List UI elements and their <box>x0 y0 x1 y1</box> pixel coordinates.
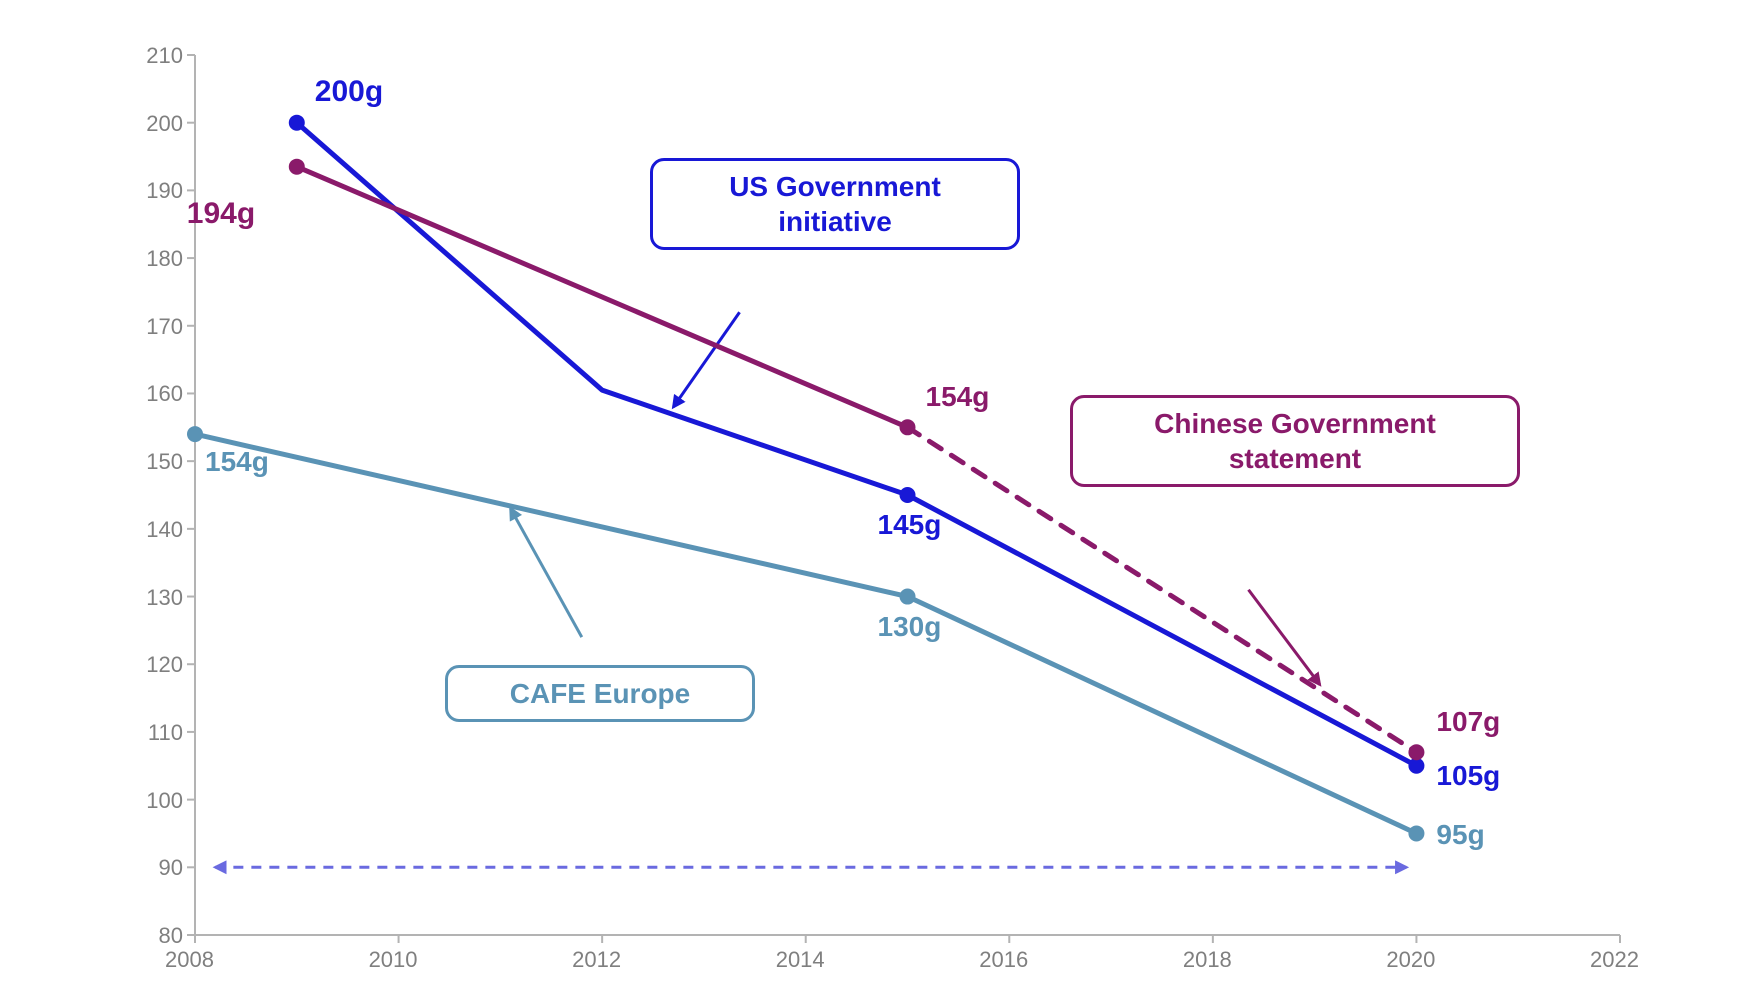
data-point-us <box>900 487 916 503</box>
point-label-us: 105g <box>1436 760 1500 792</box>
callout-us: US Governmentinitiative <box>650 158 1020 250</box>
data-point-cafe <box>1408 825 1424 841</box>
y-tick-label: 110 <box>135 720 183 746</box>
x-tick-label: 2022 <box>1590 947 1639 973</box>
chart-svg <box>0 0 1750 1000</box>
x-tick-label: 2020 <box>1386 947 1435 973</box>
callout-arrow-cafe <box>511 509 582 638</box>
point-label-cafe: 95g <box>1436 819 1484 851</box>
x-tick-label: 2014 <box>776 947 825 973</box>
y-tick-label: 160 <box>135 381 183 407</box>
y-tick-label: 140 <box>135 517 183 543</box>
point-label-china: 107g <box>1436 706 1500 738</box>
data-point-cafe <box>900 589 916 605</box>
y-tick-label: 120 <box>135 652 183 678</box>
data-point-china <box>289 159 305 175</box>
x-tick-label: 2010 <box>369 947 418 973</box>
y-tick-label: 190 <box>135 178 183 204</box>
point-label-china: 194g <box>187 197 255 231</box>
y-tick-label: 180 <box>135 246 183 272</box>
x-tick-label: 2012 <box>572 947 621 973</box>
point-label-china: 154g <box>926 381 990 413</box>
data-point-china <box>900 419 916 435</box>
y-tick-label: 170 <box>135 314 183 340</box>
series-line-cafe <box>195 434 1416 833</box>
y-tick-label: 130 <box>135 585 183 611</box>
x-tick-label: 2018 <box>1183 947 1232 973</box>
data-point-china <box>1408 744 1424 760</box>
callout-china: Chinese Governmentstatement <box>1070 395 1520 487</box>
point-label-us: 200g <box>315 75 383 109</box>
y-tick-label: 150 <box>135 449 183 475</box>
x-tick-label: 2016 <box>979 947 1028 973</box>
callout-arrow-us <box>673 312 739 407</box>
point-label-cafe: 154g <box>205 446 269 478</box>
y-tick-label: 100 <box>135 788 183 814</box>
x-tick-label: 2008 <box>165 947 214 973</box>
emissions-line-chart: 80 90 100 110 120 130 140 150 160 170 180 190 200 210… <box>0 0 1750 1000</box>
data-point-us <box>289 115 305 131</box>
point-label-cafe: 130g <box>878 611 942 643</box>
y-tick-label: 80 <box>135 923 183 949</box>
y-tick-label: 200 <box>135 111 183 137</box>
callout-cafe: CAFE Europe <box>445 665 755 722</box>
data-point-cafe <box>187 426 203 442</box>
y-tick-label: 90 <box>135 855 183 881</box>
y-tick-label: 210 <box>135 43 183 69</box>
point-label-us: 145g <box>878 509 942 541</box>
